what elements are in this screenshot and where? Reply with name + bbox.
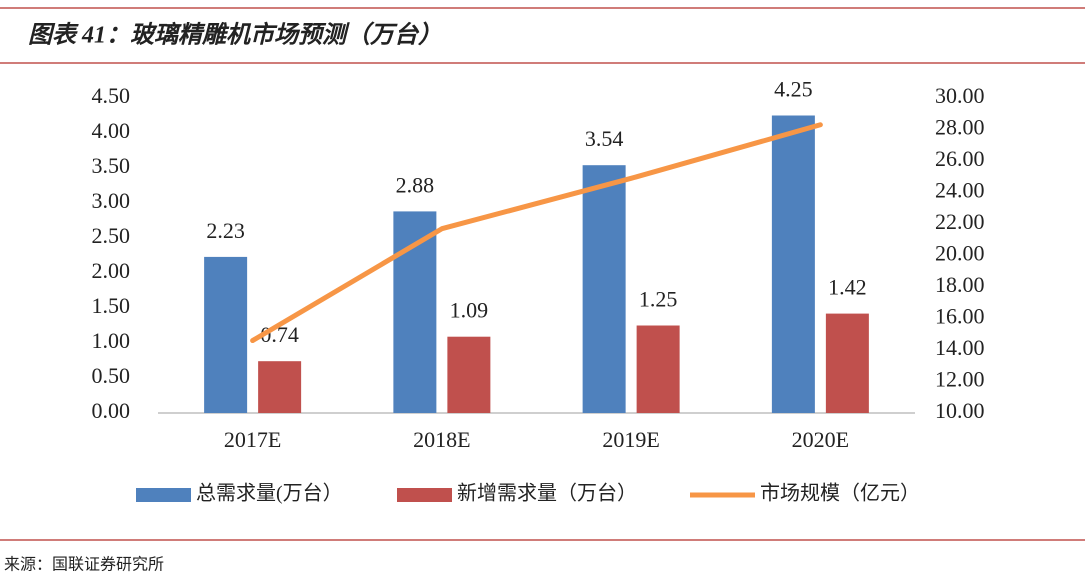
y-tick-label: 0.50 [92, 363, 131, 388]
bar [393, 211, 437, 413]
line [250, 122, 823, 344]
bar [771, 115, 815, 413]
legend-label: 市场规模（亿元） [760, 482, 920, 505]
legend-label: 新增需求量（万台） [457, 482, 637, 505]
y-tick-label: 3.00 [92, 188, 131, 213]
data-label: 2.23 [206, 218, 245, 243]
bar [636, 325, 680, 413]
y2-tick-label: 16.00 [935, 304, 985, 329]
y2-tick-label: 10.00 [935, 398, 985, 423]
y2-tick-label: 30.00 [935, 83, 985, 108]
x-tick-label: 2020E [792, 427, 849, 452]
y-tick-label: 0.00 [92, 398, 131, 423]
bar [447, 336, 491, 413]
chart-title: 图表 41：玻璃精雕机市场预测（万台） [28, 21, 442, 49]
data-label: 2.88 [396, 172, 435, 197]
x-tick-label: 2018E [413, 427, 470, 452]
y-tick-label: 1.50 [92, 293, 131, 318]
legend-label: 总需求量(万台） [196, 482, 343, 505]
x-tick-label: 2019E [602, 427, 659, 452]
y2-tick-label: 24.00 [935, 178, 985, 203]
y2-tick-label: 28.00 [935, 115, 985, 140]
y2-tick-label: 18.00 [935, 272, 985, 297]
data-label: 1.25 [639, 287, 678, 312]
y2-tick-label: 14.00 [935, 335, 985, 360]
data-label: 4.25 [774, 77, 813, 102]
y2-tick-label: 22.00 [935, 209, 985, 234]
y-tick-label: 4.50 [92, 83, 131, 108]
legend-swatch [136, 488, 191, 502]
y2-tick-label: 12.00 [935, 367, 985, 392]
y-tick-label: 2.00 [92, 258, 131, 283]
bar [204, 256, 248, 413]
y-tick-label: 2.50 [92, 223, 131, 248]
y2-tick-label: 26.00 [935, 146, 985, 171]
data-label: 1.09 [450, 298, 489, 323]
y2-tick-label: 20.00 [935, 241, 985, 266]
x-tick-label: 2017E [224, 427, 281, 452]
data-label: 3.54 [585, 126, 624, 151]
bar [258, 361, 302, 413]
source: 来源：国联证券研究所 [4, 556, 164, 574]
data-label: 1.42 [828, 275, 867, 300]
bar [825, 313, 869, 413]
y-tick-label: 1.00 [92, 328, 131, 353]
legend-swatch [397, 488, 452, 502]
y-tick-label: 4.00 [92, 118, 131, 143]
y-tick-label: 3.50 [92, 153, 131, 178]
bar [582, 165, 626, 413]
